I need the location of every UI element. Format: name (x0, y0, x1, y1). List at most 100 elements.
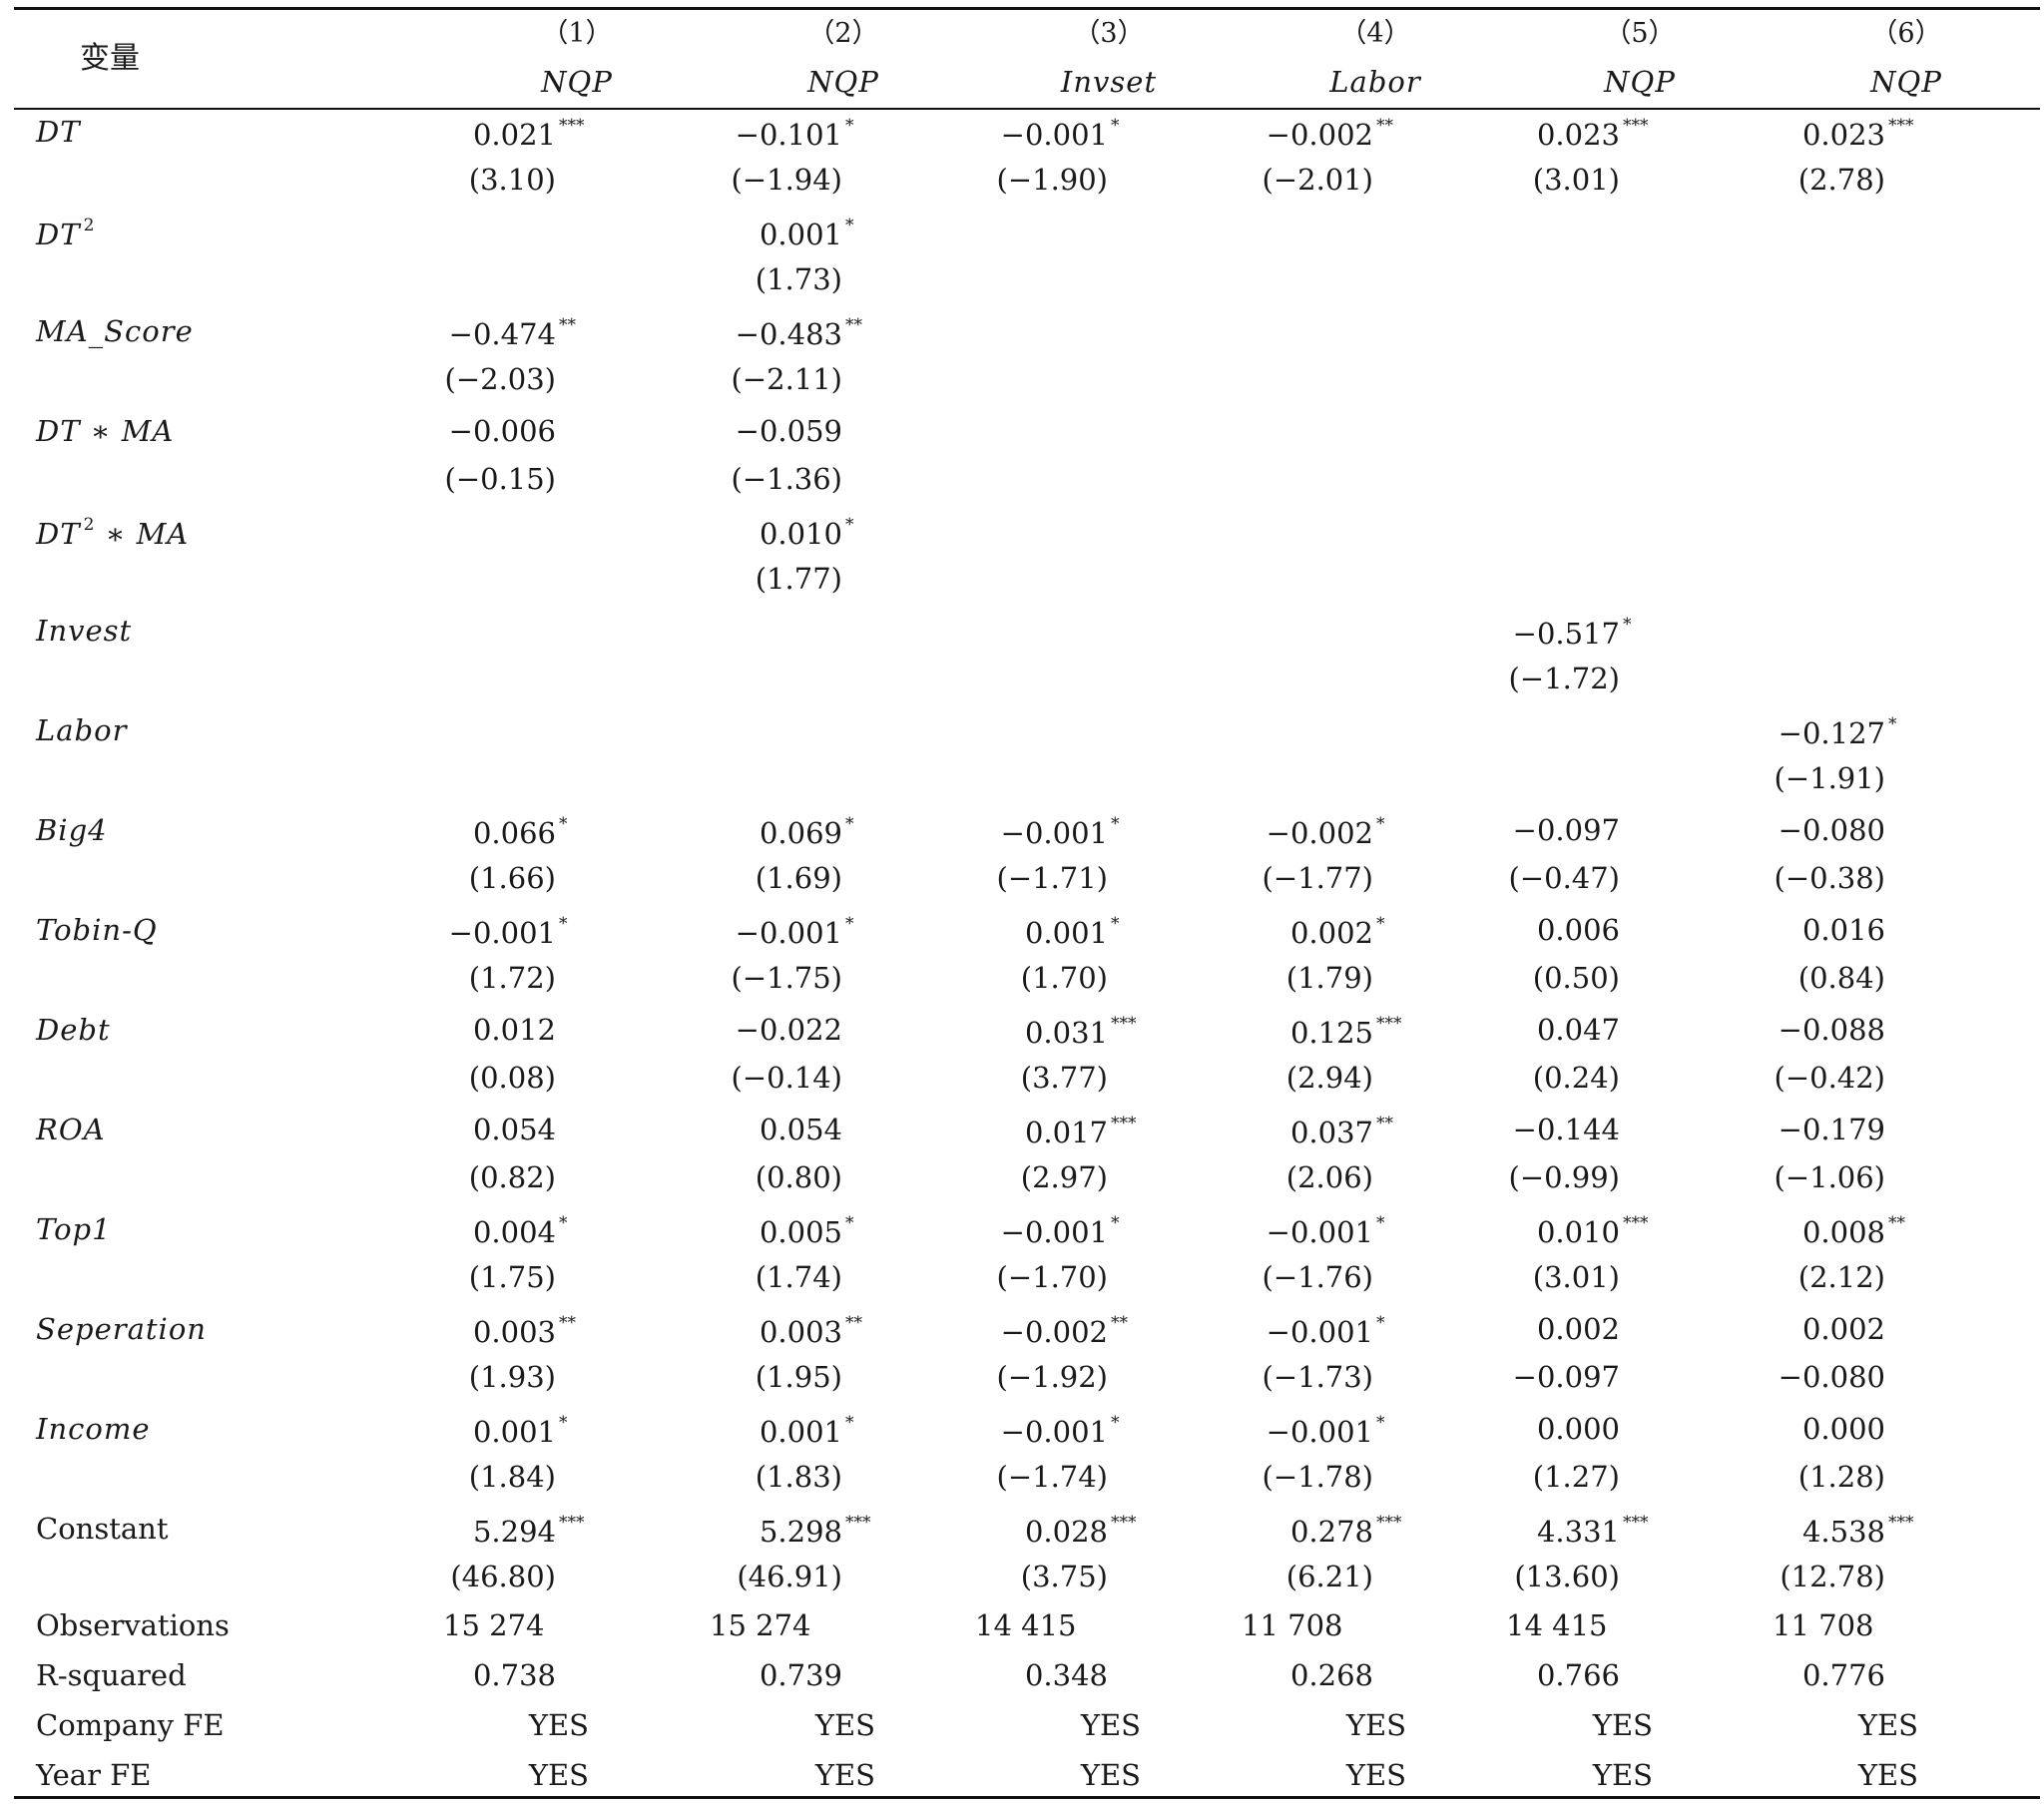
coefficient-cell: −0.088 (1779, 1016, 1918, 1045)
significance-stars: * (845, 116, 854, 136)
t-statistic-cell: (3.01) (1532, 163, 1620, 197)
t-statistic-cell: (−1.91) (1774, 761, 1886, 795)
coefficient-cell: 0.008 ** (1802, 1215, 1918, 1247)
t-statistic-cell: (−0.99) (1508, 1160, 1621, 1194)
footer-value: YES (1080, 1758, 1141, 1792)
footer-value: YES (1345, 1708, 1406, 1742)
coefficient-cell: −0.001 * (1001, 1415, 1141, 1447)
coefficient-cell: −0.001 * (1267, 1415, 1406, 1447)
significance-stars: ** (845, 315, 862, 335)
t-statistic-cell: (0.84) (1797, 961, 1885, 995)
variable-name-text: ROA (36, 1113, 106, 1146)
t-statistic-cell: (1.72) (468, 961, 556, 995)
t-statistic-cell: (1.27) (1532, 1460, 1620, 1494)
t-statistic-cell: (2.78) (1797, 163, 1885, 197)
coefficient-cell: 0.005 * (760, 1215, 875, 1247)
footer-value: YES (1857, 1758, 1918, 1792)
coefficient-cell: 0.069 * (760, 816, 875, 848)
t-statistic-cell: (−0.14) (731, 1061, 843, 1095)
coefficient-value: −0.001 (1266, 1215, 1373, 1249)
coefficient-value: 0.047 (1536, 1013, 1620, 1047)
coefficient-value: −0.088 (1778, 1013, 1885, 1047)
t-statistic-cell: (−1.74) (996, 1460, 1109, 1494)
coefficient-value: 0.125 (1289, 1016, 1373, 1050)
coefficient-value: 0.003 (472, 1315, 556, 1349)
variable-name: Invest (36, 617, 132, 646)
coefficient-value: 5.294 (472, 1515, 556, 1549)
coefficient-value: 0.021 (472, 118, 556, 152)
significance-stars: *** (559, 1513, 585, 1533)
significance-stars: * (1623, 615, 1632, 635)
variable-name: DT 2 ∗ MA (36, 517, 189, 549)
t-statistic-cell: (−2.01) (1262, 163, 1374, 197)
coefficient-cell: 0.017 *** (1025, 1116, 1141, 1147)
column-number-6: （6） (1870, 18, 1942, 49)
coefficient-value: 4.331 (1536, 1515, 1620, 1549)
t-statistic-cell: (1.70) (1020, 961, 1108, 995)
t-statistic-cell: −0.097 (1512, 1360, 1620, 1394)
variable-name: Big4 (36, 816, 108, 845)
coefficient-cell: −0.022 (736, 1016, 875, 1045)
variable-name: Debt (36, 1016, 111, 1045)
coefficient-cell: 0.023 *** (1537, 118, 1653, 150)
coefficient-value: 0.010 (1536, 1215, 1620, 1249)
variable-name-text: Big4 (36, 813, 108, 847)
significance-stars: * (1111, 1213, 1120, 1233)
coefficient-value: 0.003 (759, 1315, 842, 1349)
t-statistic-cell: (0.80) (755, 1160, 842, 1194)
significance-stars: ** (559, 315, 576, 335)
column-number-3: （3） (1073, 18, 1145, 49)
variable-name-text: MA_Score (36, 314, 194, 348)
coefficient-cell: −0.101 * (736, 118, 875, 150)
significance-stars: *** (1111, 1014, 1137, 1034)
coefficient-value: 0.010 (759, 517, 842, 551)
coefficient-cell: 0.054 (760, 1116, 875, 1144)
coefficient-cell: 0.125 *** (1290, 1016, 1406, 1048)
footer-value: YES (1592, 1708, 1653, 1742)
coefficient-value: −0.001 (1000, 1415, 1108, 1449)
coefficient-value: 0.023 (1801, 118, 1885, 152)
t-statistic-cell: (−0.15) (444, 462, 557, 496)
coefficient-cell: 0.003 ** (760, 1315, 875, 1347)
t-statistic-cell: (1.73) (755, 262, 842, 296)
t-statistic-cell: (1.74) (755, 1260, 842, 1294)
column-number-5: （5） (1604, 18, 1676, 49)
t-statistic-cell: (13.60) (1514, 1560, 1620, 1593)
significance-stars: *** (1111, 1513, 1137, 1533)
coefficient-value: 0.001 (1024, 916, 1108, 950)
coefficient-value: −0.097 (1512, 813, 1620, 847)
coefficient-cell: 0.002 * (1290, 916, 1406, 948)
t-statistic-cell: (−1.70) (996, 1260, 1109, 1294)
variable-name: MA_Score (36, 317, 194, 346)
t-statistic-cell: (−1.92) (996, 1360, 1109, 1394)
column-dependent-var-1: NQP (541, 65, 613, 99)
footer-value: 0.268 (1289, 1658, 1373, 1692)
significance-stars: *** (559, 116, 585, 136)
coefficient-value: −0.127 (1778, 716, 1885, 750)
coefficient-value: 0.023 (1536, 118, 1620, 152)
t-statistic-cell: (−1.75) (731, 961, 843, 995)
coefficient-cell: −0.474 ** (449, 317, 589, 349)
coefficient-cell: 0.021 *** (473, 118, 589, 150)
significance-stars: * (1376, 1413, 1385, 1433)
variable-name-text: DT (36, 115, 81, 149)
table-top-rule (14, 7, 2040, 10)
coefficient-cell: 0.000 (1802, 1415, 1918, 1444)
coefficient-value: 0.028 (1024, 1515, 1108, 1549)
significance-stars: * (559, 1413, 568, 1433)
coefficient-cell: 0.001 * (473, 1415, 589, 1447)
variable-name-text: Tobin-Q (36, 913, 158, 947)
coefficient-value: 0.066 (472, 816, 556, 850)
variable-name: DT 2 (36, 218, 95, 249)
coefficient-value: 0.002 (1801, 1312, 1885, 1346)
coefficient-cell: 4.331 *** (1537, 1515, 1653, 1547)
coefficient-cell: 0.003 ** (473, 1315, 589, 1347)
t-statistic-cell: (−1.77) (1262, 861, 1374, 895)
t-statistic-cell: (0.82) (468, 1160, 556, 1194)
t-statistic-cell: −0.080 (1778, 1360, 1885, 1394)
coefficient-value: 4.538 (1801, 1515, 1885, 1549)
t-statistic-cell: (3.10) (468, 163, 556, 197)
coefficient-value: 0.002 (1536, 1312, 1620, 1346)
footer-value: 0.739 (759, 1658, 842, 1692)
coefficient-cell: 5.294 *** (473, 1515, 589, 1547)
